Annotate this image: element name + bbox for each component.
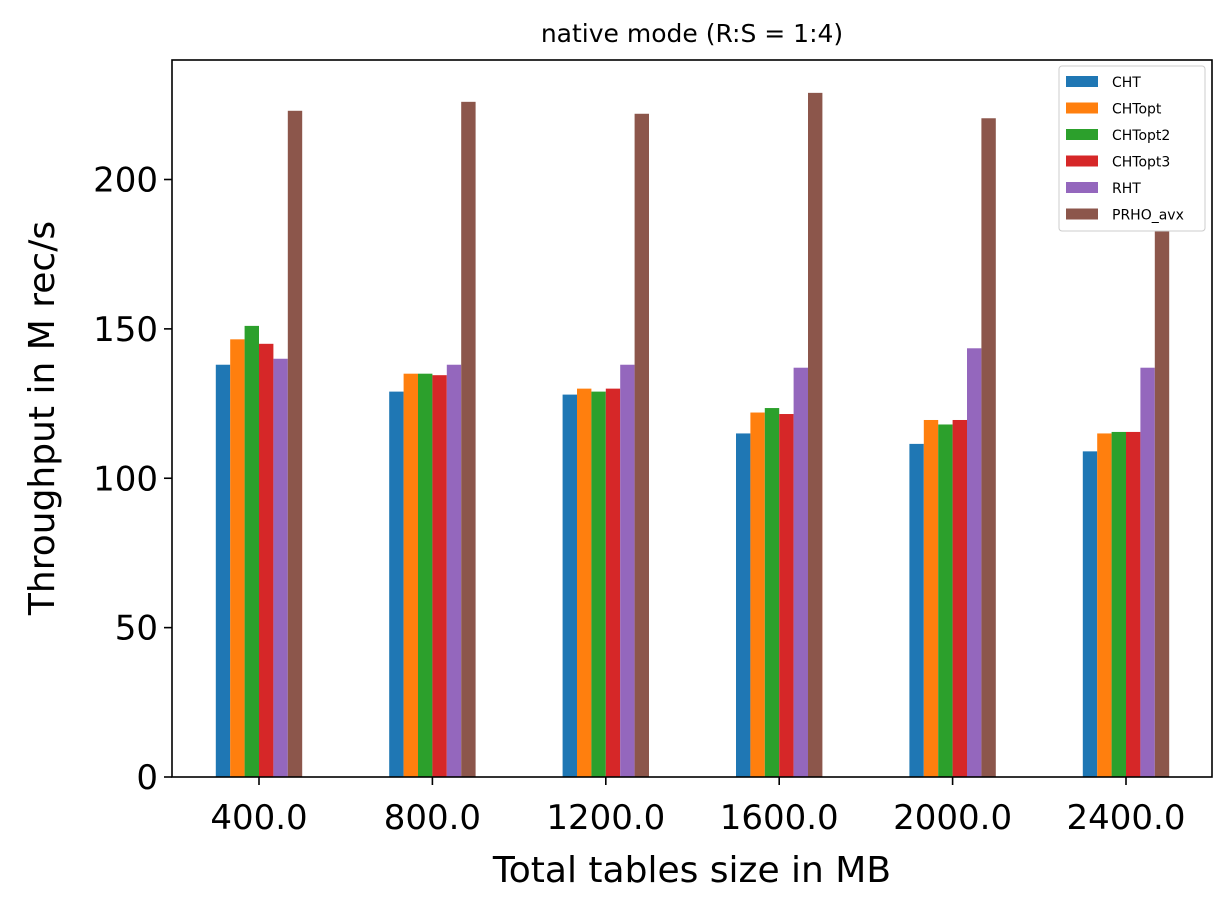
bar-cht-5 bbox=[1082, 451, 1098, 777]
legend-swatch bbox=[1066, 155, 1098, 167]
bar-cht-0 bbox=[215, 364, 231, 777]
bar-prho-avx-3 bbox=[808, 92, 823, 778]
bar-rht-1 bbox=[446, 364, 462, 777]
bar-cht-1 bbox=[389, 391, 404, 777]
chart-title: native mode (R:S = 1:4) bbox=[541, 19, 843, 48]
bar-chtopt2-0 bbox=[244, 325, 259, 777]
bar-rht-2 bbox=[620, 364, 635, 777]
bar-rht-5 bbox=[1140, 367, 1155, 777]
x-tick-label: 2000.0 bbox=[893, 798, 1012, 838]
bar-chtopt-4 bbox=[923, 419, 939, 777]
legend-label: CHTopt3 bbox=[1112, 155, 1170, 171]
y-axis-label: Throughput in M rec/s bbox=[22, 221, 63, 616]
x-axis-label: Total tables size in MB bbox=[492, 850, 891, 891]
legend-label: CHTopt2 bbox=[1112, 128, 1170, 144]
bar-prho-avx-1 bbox=[461, 101, 476, 777]
legend-swatch bbox=[1066, 208, 1098, 220]
bar-chtopt3-2 bbox=[605, 388, 621, 778]
bar-chtopt2-2 bbox=[591, 391, 606, 777]
legend-swatch bbox=[1066, 76, 1098, 87]
bar-chtopt2-3 bbox=[764, 408, 780, 777]
bar-cht-3 bbox=[736, 433, 751, 777]
bar-chtopt-2 bbox=[577, 388, 592, 778]
x-tick-label: 400.0 bbox=[210, 798, 307, 838]
plot-frame bbox=[171, 59, 1213, 778]
bar-chtopt-0 bbox=[230, 339, 245, 777]
bar-rht-0 bbox=[273, 358, 288, 777]
bar-cht-2 bbox=[562, 394, 577, 777]
legend-label: RHT bbox=[1112, 181, 1141, 197]
legend-swatch bbox=[1066, 129, 1098, 140]
y-tick-label: 50 bbox=[115, 609, 158, 649]
bar-chtopt-5 bbox=[1097, 433, 1112, 777]
bar-chtopt-3 bbox=[750, 412, 765, 777]
bar-rht-3 bbox=[793, 367, 808, 777]
x-tick-label: 1200.0 bbox=[546, 798, 665, 838]
bar-prho-avx-0 bbox=[287, 110, 303, 778]
legend-swatch bbox=[1066, 182, 1098, 193]
bar-chtopt3-5 bbox=[1126, 431, 1141, 777]
y-tick-label: 200 bbox=[93, 161, 158, 201]
bar-chtopt3-0 bbox=[259, 343, 274, 777]
bar-chtopt2-1 bbox=[418, 373, 433, 777]
y-axis-ticks: 0 50 100 150 200 bbox=[93, 161, 172, 798]
bar-prho-avx-2 bbox=[634, 113, 649, 777]
bar-prho-avx-4 bbox=[981, 118, 996, 777]
x-axis-ticks: 400.0 800.0 1200.0 1600.0 2000.0 2400.0 bbox=[210, 777, 1185, 838]
bar-chtopt-1 bbox=[403, 373, 418, 777]
x-tick-label: 2400.0 bbox=[1067, 798, 1186, 838]
legend: CHT CHTopt CHTopt2 CHTopt3 RHT PRHO_avx bbox=[1058, 65, 1206, 232]
legend-label: CHTopt bbox=[1112, 102, 1162, 118]
y-tick-label: 0 bbox=[136, 758, 158, 798]
y-tick-label: 150 bbox=[93, 310, 158, 350]
bar-chtopt2-5 bbox=[1111, 431, 1126, 777]
bar-chtopt3-4 bbox=[952, 419, 967, 777]
y-tick-label: 100 bbox=[93, 459, 158, 499]
bar-chtopt3-3 bbox=[779, 414, 794, 777]
bar-prho-avx-5 bbox=[1154, 118, 1170, 777]
legend-label: PRHO_avx bbox=[1112, 208, 1184, 224]
bar-chtopt3-1 bbox=[432, 375, 447, 777]
bar-rht-4 bbox=[967, 348, 982, 777]
legend-swatch bbox=[1066, 102, 1098, 114]
x-tick-label: 1600.0 bbox=[720, 798, 839, 838]
bar-cht-4 bbox=[909, 443, 924, 777]
bars-group bbox=[215, 92, 1170, 778]
legend-label: CHT bbox=[1112, 75, 1141, 91]
bar-chtopt2-4 bbox=[938, 424, 953, 777]
x-tick-label: 800.0 bbox=[384, 798, 481, 838]
